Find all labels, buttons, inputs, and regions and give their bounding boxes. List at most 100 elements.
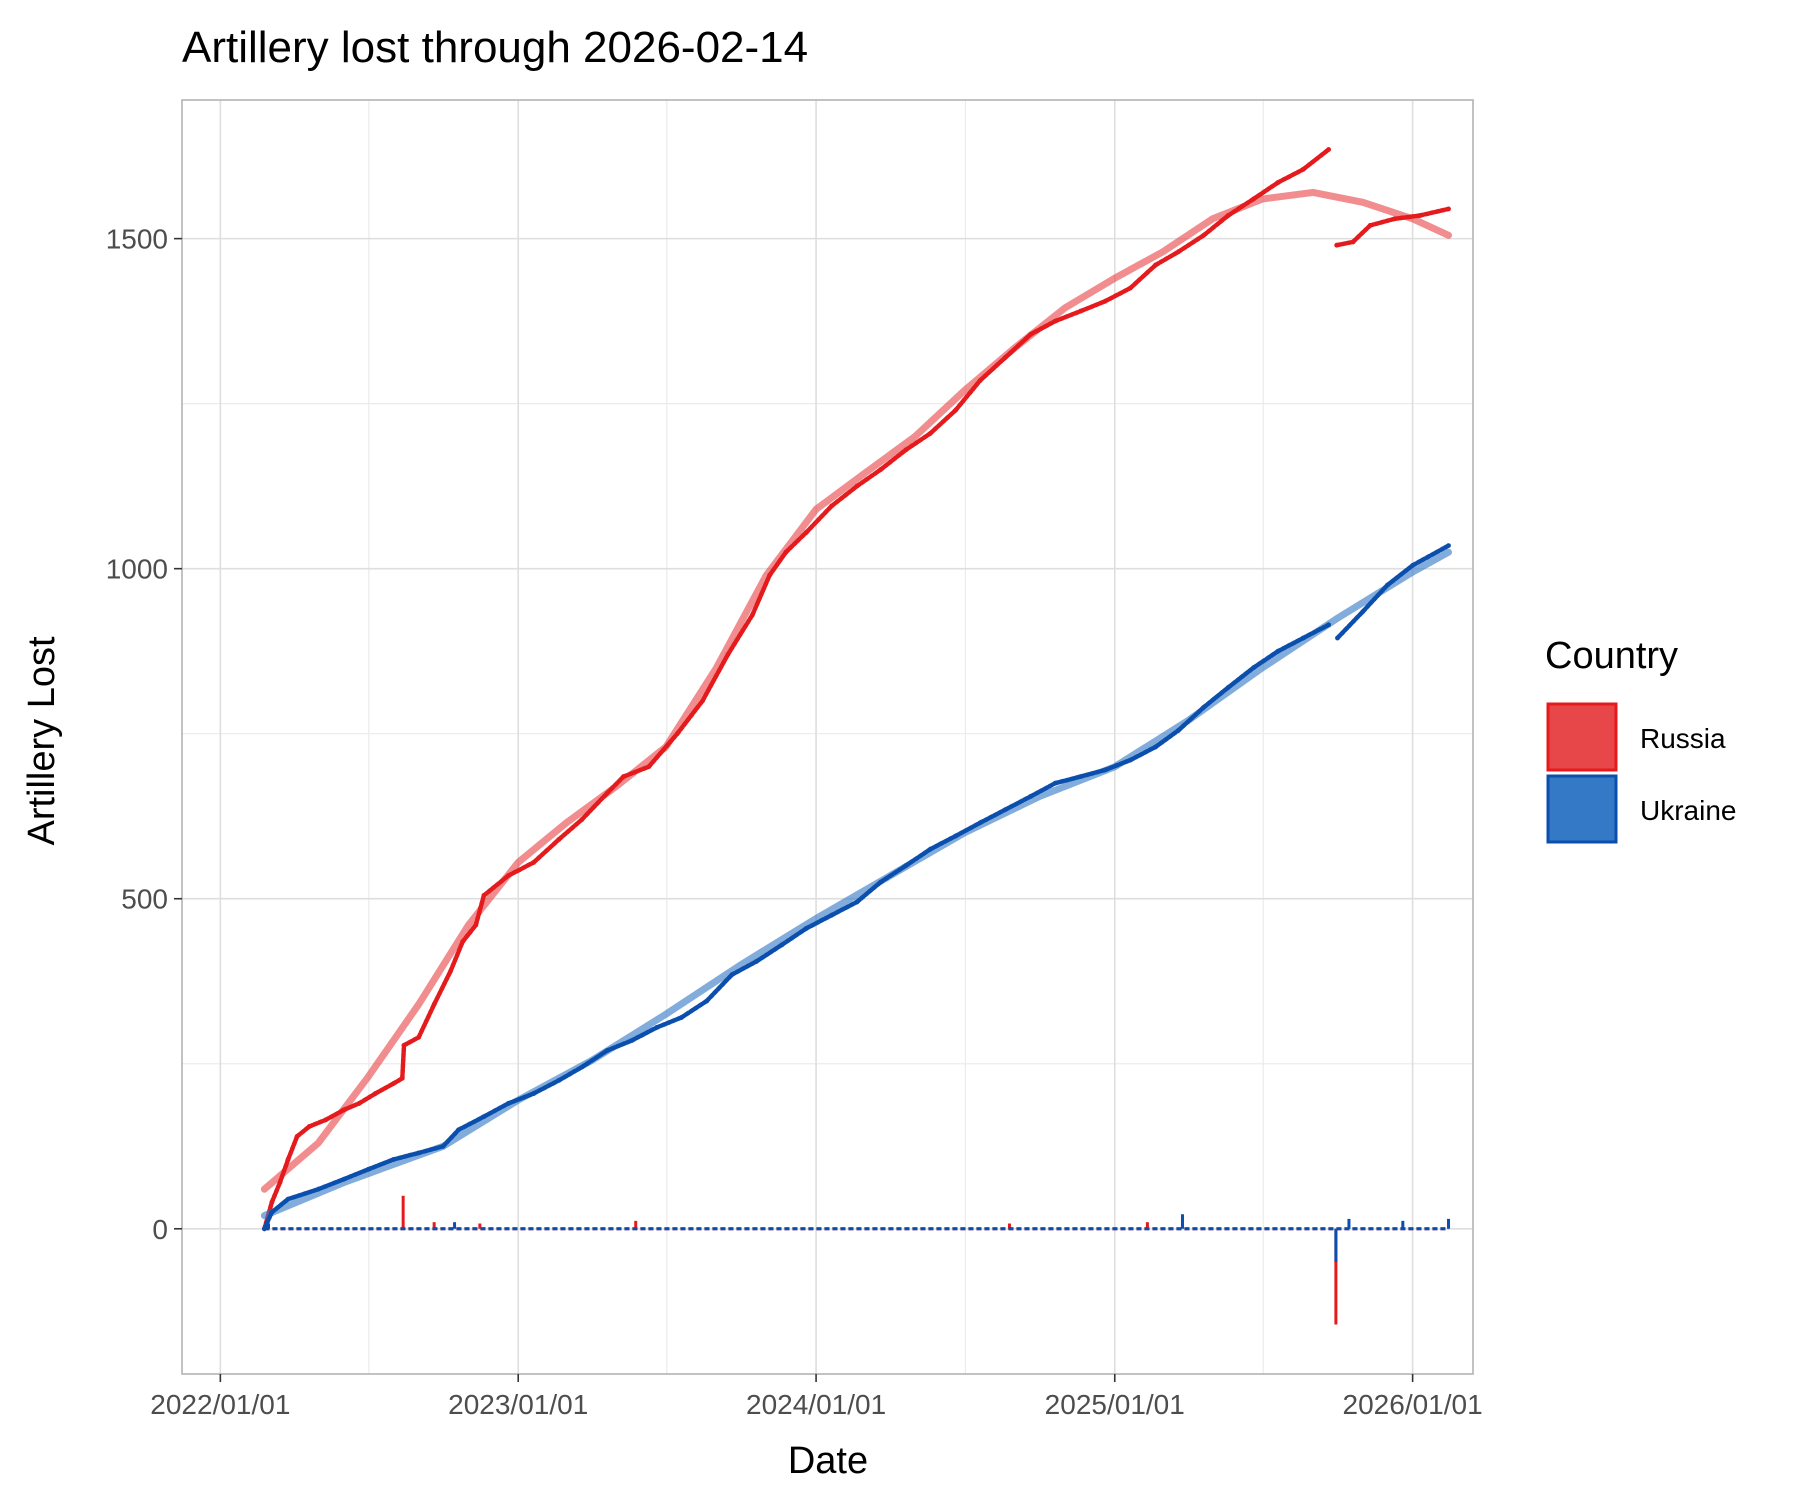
ukraine-data-point bbox=[556, 1077, 562, 1083]
russia-data-point bbox=[1052, 318, 1058, 324]
ukraine-cumulative-segment bbox=[729, 959, 759, 977]
ukraine-data-point bbox=[704, 998, 710, 1004]
ukraine-cumulative-segment bbox=[629, 1025, 660, 1043]
russia-cumulative-segment bbox=[400, 1043, 407, 1081]
russia-cumulative-segment bbox=[1225, 196, 1256, 218]
russia-cumulative-segment bbox=[1052, 308, 1083, 324]
russia-data-point bbox=[1367, 223, 1373, 228]
russia-cumulative-segment bbox=[804, 503, 834, 535]
ukraine-cumulative-segment bbox=[1052, 774, 1083, 786]
russia-data-point bbox=[621, 774, 626, 779]
ukraine-data-point bbox=[1176, 728, 1181, 733]
ukraine-data-point bbox=[604, 1048, 610, 1053]
ukraine-data-point bbox=[629, 1038, 634, 1043]
ukraine-data-point bbox=[729, 972, 735, 977]
ukraine-cumulative-segment bbox=[1078, 767, 1108, 779]
minor-gridlines bbox=[182, 100, 1473, 1374]
russia-cumulative-segment bbox=[1301, 147, 1331, 172]
russia-data-point bbox=[1176, 249, 1181, 255]
ukraine-data-point bbox=[1028, 794, 1034, 799]
plot-border bbox=[181, 99, 1474, 1375]
russia-data-point bbox=[341, 1107, 346, 1113]
russia-cumulative-segment bbox=[460, 922, 479, 944]
russia-cumulative-segment bbox=[1078, 299, 1108, 314]
russia-data-point bbox=[1102, 298, 1108, 304]
russia-cumulative-segment bbox=[1201, 213, 1231, 238]
russia-cumulative-segment bbox=[531, 837, 562, 865]
ukraine-cumulative-segment bbox=[481, 1101, 511, 1119]
ukraine-data-point bbox=[1446, 543, 1451, 548]
ukraine-cumulative-segment bbox=[1176, 705, 1206, 733]
ukraine-data-point bbox=[579, 1064, 585, 1070]
ukraine-data-point bbox=[1410, 563, 1415, 568]
russia-data-point bbox=[1392, 216, 1398, 222]
russia-cumulative-segment bbox=[481, 873, 511, 898]
ukraine-data-point bbox=[1335, 635, 1340, 641]
plot-background bbox=[182, 100, 1473, 1374]
y-tick-label: 1500 bbox=[106, 224, 168, 255]
ukraine-cumulative-segment bbox=[1410, 543, 1451, 568]
russia-data-point bbox=[269, 1200, 275, 1205]
russia-data-point bbox=[1003, 355, 1008, 360]
ukraine-series bbox=[260, 543, 1452, 1262]
ukraine-data-point bbox=[1251, 665, 1256, 671]
ukraine-data-point bbox=[1052, 780, 1058, 786]
ukraine-cumulative-segment bbox=[1003, 794, 1033, 812]
ukraine-data-point bbox=[285, 1196, 291, 1202]
russia-cumulative-segment bbox=[903, 431, 933, 453]
russia-data-point bbox=[506, 873, 511, 878]
russia-cumulative-segment bbox=[783, 530, 809, 555]
ukraine-data-point bbox=[878, 879, 883, 885]
russia-data-point bbox=[399, 1075, 405, 1081]
russia-data-point bbox=[903, 447, 909, 453]
ukraine-data-point bbox=[927, 846, 933, 852]
russia-data-point bbox=[579, 817, 585, 822]
russia-data-point bbox=[285, 1157, 291, 1162]
ukraine-data-point bbox=[416, 1150, 422, 1156]
russia-data-point bbox=[356, 1101, 362, 1106]
russia-data-point bbox=[1417, 213, 1423, 218]
russia-data-point bbox=[460, 939, 466, 944]
ukraine-data-point bbox=[1003, 807, 1008, 812]
russia-cumulative-segment bbox=[928, 407, 958, 436]
russia-data-point bbox=[391, 1081, 396, 1086]
russia-cumulative-segment bbox=[556, 817, 585, 842]
russia-data-point bbox=[277, 1180, 283, 1185]
ukraine-data-point bbox=[754, 959, 759, 964]
ukraine-data-point bbox=[531, 1091, 537, 1096]
russia-cumulative-segment bbox=[431, 969, 453, 1007]
ukraine-data-point bbox=[903, 863, 909, 869]
ukraine-cumulative-segment bbox=[1201, 685, 1231, 710]
russia-data-point bbox=[531, 860, 537, 865]
russia-data-point bbox=[674, 731, 680, 737]
x-tick-label: 2022/01/01 bbox=[150, 1389, 290, 1420]
ukraine-cumulative-segment bbox=[579, 1048, 610, 1070]
ukraine-cumulative-segment bbox=[1153, 728, 1181, 750]
ukraine-cumulative-segment bbox=[1128, 744, 1158, 763]
ukraine-cumulative-segment bbox=[829, 899, 860, 918]
x-axis-title: Date bbox=[788, 1440, 868, 1482]
ukraine-data-point bbox=[481, 1114, 487, 1119]
russia-data-point bbox=[481, 893, 487, 898]
legend: Country Russia Ukraine bbox=[1545, 635, 1736, 844]
ukraine-data-point bbox=[315, 1186, 321, 1192]
russia-cumulative-segment bbox=[1417, 206, 1451, 218]
russia-cumulative-segment bbox=[829, 483, 860, 509]
x-axis-ticks: 2022/01/01 2023/01/01 2024/01/01 2025/01/01… bbox=[150, 1374, 1483, 1420]
ukraine-data-point bbox=[829, 912, 834, 918]
x-tick-label: 2023/01/01 bbox=[448, 1389, 588, 1420]
ukraine-cumulative-segment bbox=[365, 1157, 396, 1172]
ukraine-cumulative-segment bbox=[977, 807, 1008, 826]
ukraine-data-point bbox=[977, 820, 983, 826]
russia-cumulative-segment bbox=[277, 1157, 291, 1185]
ukraine-cumulative-segment bbox=[262, 1210, 275, 1232]
russia-cumulative-segment bbox=[269, 1180, 283, 1205]
ukraine-cumulative-segment bbox=[804, 912, 834, 931]
russia-cumulative-segment bbox=[675, 698, 705, 736]
russia-data-point bbox=[1078, 308, 1083, 314]
russia-trend-line bbox=[260, 188, 1452, 1193]
ukraine-data-point bbox=[341, 1176, 346, 1182]
legend-key-ukraine bbox=[1546, 774, 1618, 844]
ukraine-cumulative-segment bbox=[1275, 635, 1306, 654]
russia-data-point bbox=[431, 1001, 437, 1007]
